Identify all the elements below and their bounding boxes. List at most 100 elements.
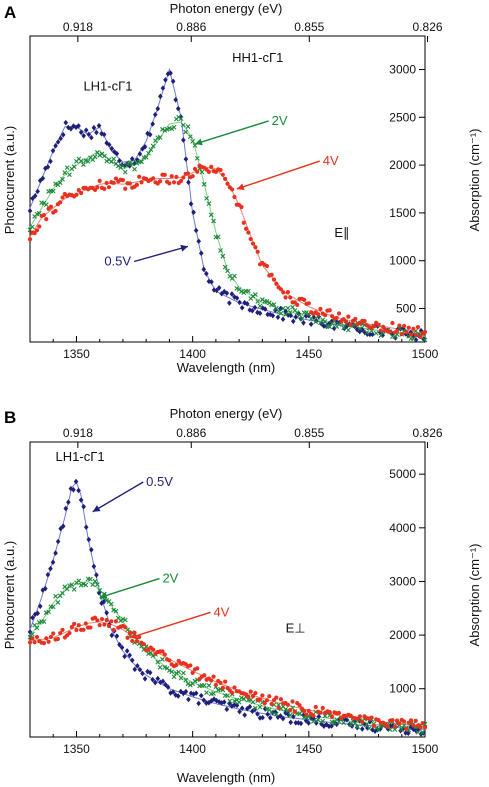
panel-a-point-2V — [150, 143, 156, 149]
panel-a-point-0_5V — [370, 331, 375, 338]
panel-b-point-0_5V — [101, 598, 107, 605]
panel-a-point-2V — [234, 285, 240, 291]
panel-a-point-0_5V — [234, 295, 240, 301]
panel-a-point-0_5V — [60, 132, 66, 138]
panel-a-x-tick-label: 1400 — [179, 347, 206, 361]
panel-b-point-2V — [29, 631, 35, 637]
panel-b-annotation-arrow — [129, 611, 211, 639]
panel-a-point-0_5V — [290, 318, 296, 325]
panel-a-point-0_5V — [270, 312, 276, 319]
panel-b-point-4V — [360, 719, 365, 725]
panel-a-point-2V — [257, 303, 263, 309]
panel-a-point-2V — [327, 324, 333, 330]
panel-b-point-4V — [306, 708, 311, 713]
panel-a-point-4V — [95, 185, 100, 190]
panel-b-point-4V — [74, 627, 79, 633]
panel-b: B Photon energy (eV) Wavelength (nm) Pho… — [2, 406, 482, 785]
panel-b-point-4V — [213, 682, 218, 688]
panel-b-point-4V — [274, 695, 279, 700]
panel-a-point-4V — [406, 325, 411, 330]
panel-a-point-0_5V — [186, 179, 191, 186]
panel-a-point-4V — [97, 178, 102, 183]
panel-a-point-2V — [422, 337, 428, 343]
panel-a-point-0_5V — [81, 132, 86, 139]
panel-b-point-4V — [290, 699, 295, 704]
panel-a-point-4V — [169, 174, 174, 179]
panel-a-point-2V — [129, 161, 135, 167]
panel-a-point-0_5V — [191, 209, 196, 216]
panel-b-point-2V — [173, 670, 179, 676]
panel-a-point-0_5V — [257, 310, 263, 317]
panel-b-point-2V — [34, 625, 40, 631]
panel-b-point-0_5V — [81, 503, 86, 510]
panel-a-point-4V — [316, 312, 321, 317]
panel-b-point-0_5V — [201, 697, 207, 703]
panel-b-point-0_5V — [129, 657, 135, 664]
panel-a-point-0_5V — [89, 134, 94, 141]
panel-b-point-4V — [30, 636, 35, 641]
panel-a-point-0_5V — [400, 325, 406, 332]
panel-a-annotation-arrow — [133, 245, 189, 263]
panel-b-point-0_5V — [89, 546, 94, 553]
panel-a-point-0_5V — [198, 250, 204, 257]
panel-a-point-4V — [246, 230, 251, 235]
panel-b-point-4V — [99, 616, 105, 622]
panel-a-point-4V — [102, 186, 107, 191]
panel-a-point-2V — [171, 124, 177, 130]
panel-b-point-4V — [58, 631, 63, 636]
panel-b-point-2V — [76, 578, 82, 584]
panel-a-point-4V — [418, 334, 423, 339]
panel-b-point-4V — [60, 627, 65, 633]
panel-b-top-tick-label: 0.918 — [63, 426, 93, 440]
panel-b-annotation: 4V — [214, 604, 230, 619]
panel-b-point-2V — [185, 681, 191, 687]
panel-b-point-0_5V — [170, 689, 176, 695]
panel-b-x-tick-label: 1400 — [179, 742, 206, 756]
panel-a-point-2V — [345, 327, 351, 333]
panel-b-point-4V — [202, 673, 207, 678]
panel-b-point-2V — [169, 669, 175, 675]
panel-b-point-0_5V — [45, 571, 51, 578]
panel-a-point-0_5V — [158, 93, 163, 100]
panel-a-point-2V — [62, 170, 68, 176]
panel-b-point-4V — [371, 723, 376, 728]
panel-a-point-2V — [285, 305, 291, 311]
panel-a-point-0_5V — [73, 124, 79, 131]
panel-b-point-2V — [269, 709, 275, 715]
panel-a-point-0_5V — [35, 188, 40, 195]
panel-b-point-0_5V — [319, 721, 324, 727]
panel-a-point-2V — [111, 156, 117, 162]
panel-a-point-0_5V — [408, 329, 414, 336]
panel-b-point-4V — [329, 714, 335, 720]
panel-a-point-4V — [79, 190, 84, 196]
panel-b-point-2V — [97, 587, 103, 593]
panel-a-point-2V — [204, 195, 209, 201]
panel-a-point-0_5V — [132, 160, 138, 166]
panel-a-point-2V — [308, 316, 314, 322]
panel-a-point-2V — [81, 162, 86, 167]
panel-b-point-0_5V — [255, 711, 260, 717]
panel-a-point-2V — [92, 154, 98, 160]
panel-b-point-4V — [88, 625, 93, 630]
panel-a-y2-tick-label: 1500 — [389, 206, 416, 220]
panel-b-point-0_5V — [94, 572, 99, 578]
panel-b-point-2V — [352, 720, 358, 726]
panel-b-point-4V — [327, 710, 332, 715]
panel-a-point-0_5V — [152, 111, 158, 118]
panel-a-point-4V — [137, 174, 142, 179]
panel-b-point-2V — [252, 705, 258, 711]
panel-a-annotation: 4V — [323, 153, 339, 168]
panel-a-point-2V — [176, 114, 182, 120]
panel-a-top-tick-label: 0.886 — [176, 20, 206, 34]
panel-a-y2-tick-label: 1000 — [389, 254, 416, 268]
panel-a-point-0_5V — [83, 127, 89, 133]
panel-b-point-4V — [209, 678, 214, 683]
panel-b-point-0_5V — [30, 614, 35, 621]
panel-b-point-0_5V — [165, 684, 171, 690]
panel-a-point-2V — [271, 302, 277, 307]
panel-a-point-2V — [241, 290, 247, 296]
panel-b-point-4V — [44, 636, 49, 641]
panel-a-point-4V — [104, 180, 109, 186]
panel-a-point-2V — [264, 299, 270, 304]
